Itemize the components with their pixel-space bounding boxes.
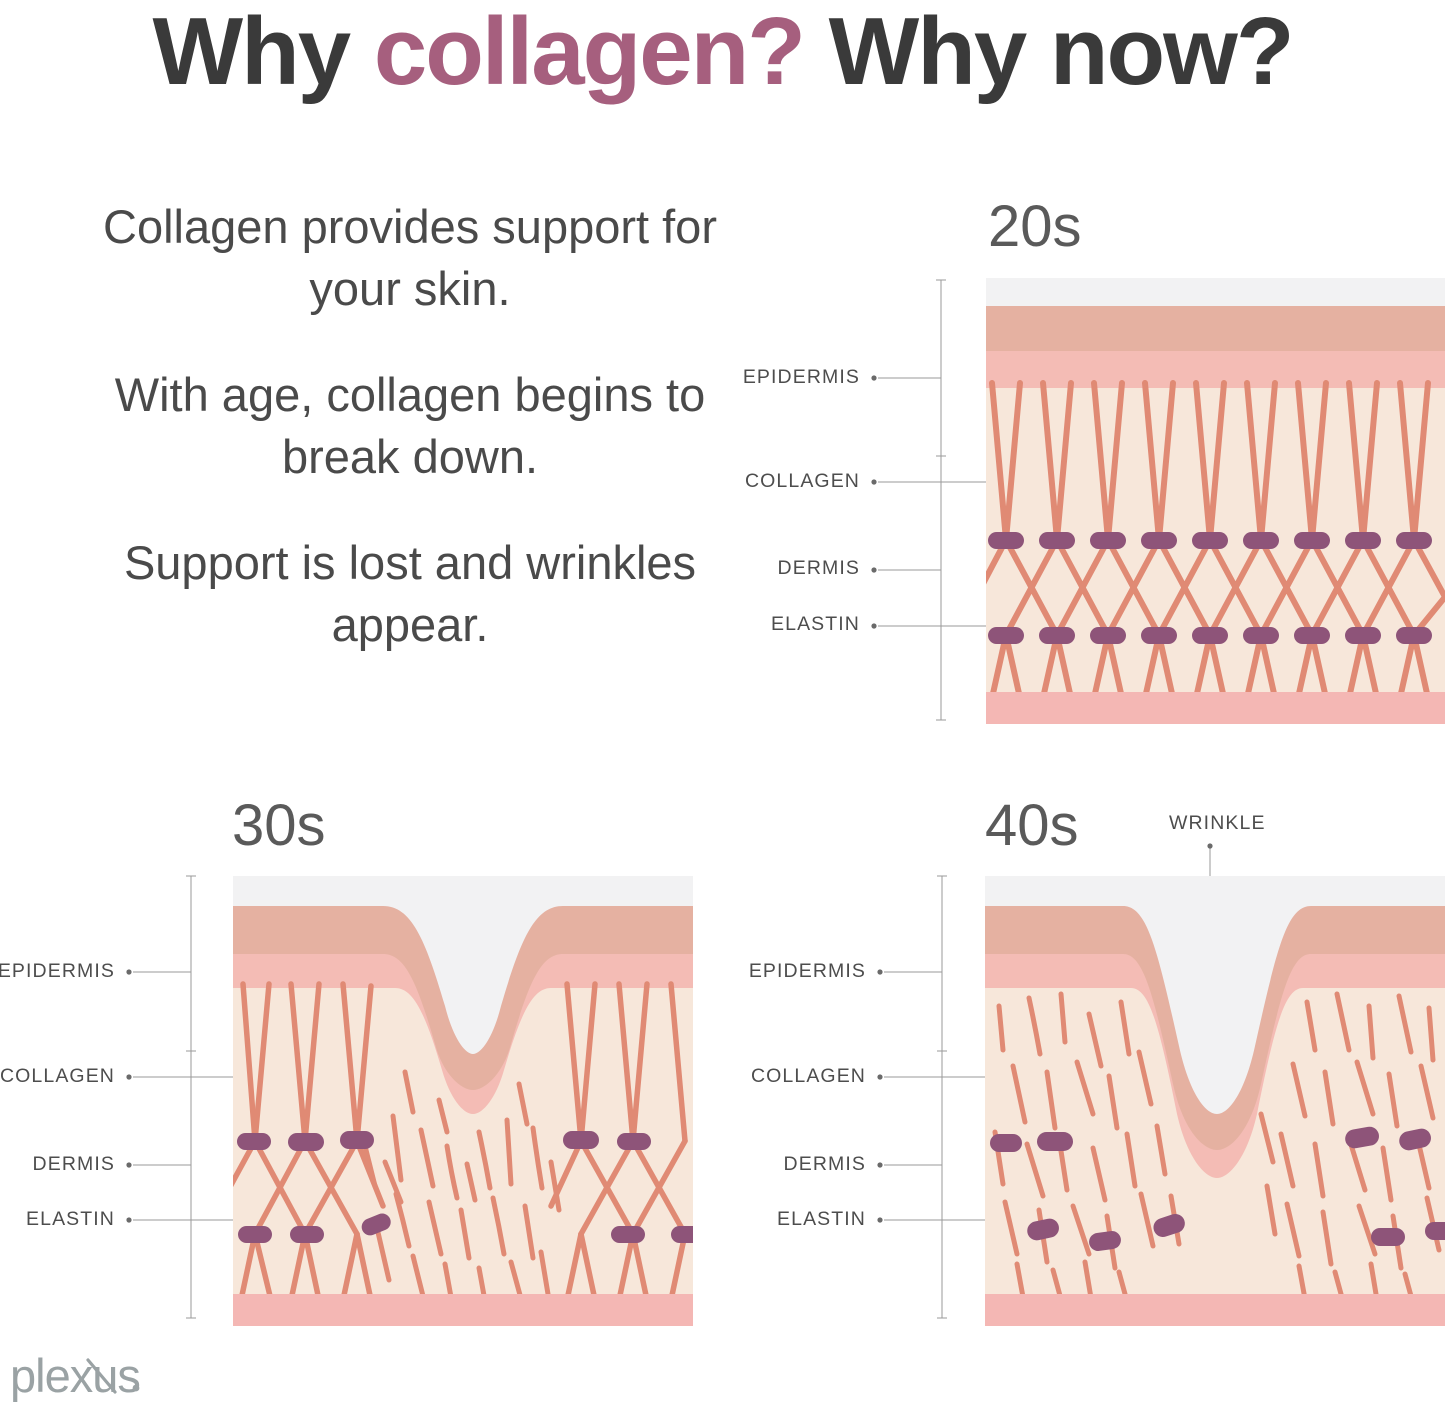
label-dermis-40s: DERMIS: [783, 1153, 866, 1175]
label-epidermis-20s: EPIDERMIS: [742, 366, 860, 388]
plexus-wordmark-text: plexus: [10, 1349, 140, 1402]
skin-diagram-40s: [985, 876, 1445, 1326]
plexus-dot: [132, 1384, 140, 1392]
label-dermis-30s: DERMIS: [32, 1153, 115, 1175]
title-accent: collagen?: [373, 0, 806, 105]
leader-lines-20s: [871, 279, 994, 721]
title-part-1: Why: [152, 0, 374, 105]
label-elastin-20s: ELASTIN: [771, 613, 860, 635]
plexus-wordmark: plexus: [10, 1349, 141, 1402]
panel-20s-title: 20s: [988, 194, 1082, 259]
copy-line-1: Collagen provides support for your skin.: [103, 200, 717, 316]
copy-line-3: Support is lost and wrinkles appear.: [123, 536, 697, 652]
label-elastin-40s: ELASTIN: [777, 1208, 866, 1230]
leader-lines-40s: [877, 875, 990, 1319]
label-collagen-20s: COLLAGEN: [744, 470, 860, 492]
skin-diagram-30s: [233, 876, 693, 1326]
label-epidermis-30s: EPIDERMIS: [0, 960, 115, 982]
copy-line-2: With age, collagen begins to break down.: [114, 368, 706, 484]
panel-40s-title: 40s: [985, 793, 1079, 858]
label-elastin-30s: ELASTIN: [26, 1208, 115, 1230]
label-collagen-30s: COLLAGEN: [0, 1065, 115, 1087]
label-epidermis-40s: EPIDERMIS: [748, 960, 866, 982]
skin-diagram-20s: [986, 278, 1445, 724]
title-part-2: Why now?: [803, 0, 1295, 105]
leader-lines-30s: [126, 875, 239, 1319]
body-copy: Collagen provides support for your skin.…: [60, 196, 760, 656]
panel-30s-title: 30s: [232, 793, 326, 858]
plexus-logo: plexus: [8, 1348, 188, 1411]
label-wrinkle-40s: WRINKLE: [1169, 812, 1266, 834]
label-collagen-40s: COLLAGEN: [750, 1065, 866, 1087]
page-title: Why collagen? Why now?: [0, 0, 1445, 105]
label-dermis-20s: DERMIS: [777, 557, 860, 579]
